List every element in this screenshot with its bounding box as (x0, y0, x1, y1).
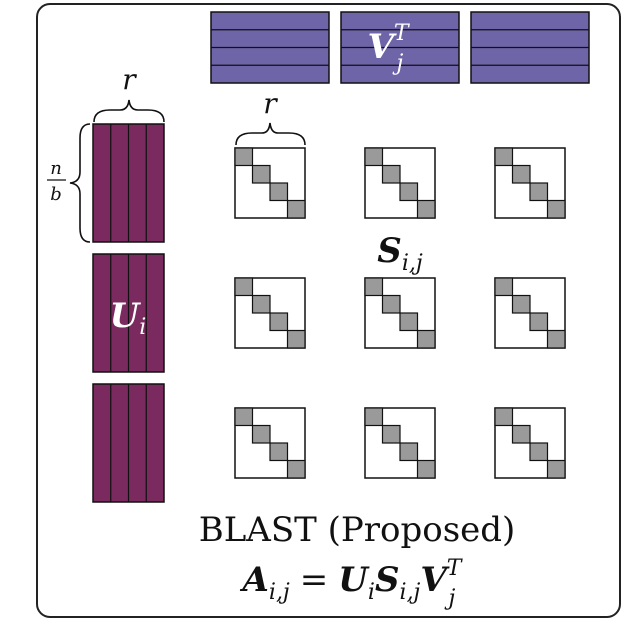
nb-brace (69, 123, 91, 243)
s-diagonal-cell (416, 459, 436, 479)
s-diagonal-cell (511, 164, 531, 184)
s-diagonal-cell (286, 329, 306, 349)
s-diagonal-cell (381, 294, 401, 314)
s-label: Si,j (377, 231, 423, 276)
s-diagonal-cell (286, 459, 306, 479)
s-diagonal-cell (234, 277, 254, 297)
s-diagonal-cell (546, 329, 566, 349)
s-diagonal-cell (364, 147, 384, 167)
diagram-title: BLAST (Proposed) (199, 510, 516, 550)
s-diagonal-cell (286, 199, 306, 219)
s-diagonal-cell (494, 407, 514, 427)
s-diagonal-cell (529, 182, 549, 202)
s-diagonal-cell (381, 424, 401, 444)
s-diagonal-cell (269, 442, 289, 462)
equation: Ai,j = UiSi,jVT j (240, 556, 464, 611)
r-label-block: r (263, 87, 278, 120)
s-diagonal-cell (529, 312, 549, 332)
v-label: VT j (367, 21, 410, 76)
s-diagonal-cell (416, 199, 436, 219)
s-diagonal-cell (364, 407, 384, 427)
s-diagonal-cell (251, 424, 271, 444)
frac-numerator: n (50, 158, 62, 179)
s-diagonal-cell (269, 312, 289, 332)
r-brace-block (235, 122, 306, 146)
u-label: Ui (110, 296, 147, 340)
s-diagonal-cell (399, 442, 419, 462)
s-diagonal-cell (546, 459, 566, 479)
r-brace-top (93, 99, 165, 123)
s-diagonal-cell (364, 277, 384, 297)
s-diagonal-cell (546, 199, 566, 219)
r-label-top: r (122, 63, 137, 96)
s-diagonal-cell (251, 164, 271, 184)
s-diagonal-cell (511, 424, 531, 444)
s-diagonal-cell (399, 182, 419, 202)
s-diagonal-cell (494, 277, 514, 297)
frac-denominator: b (50, 184, 62, 205)
u-factor-blocks (92, 123, 165, 503)
s-diagonal-cell (234, 147, 254, 167)
s-diagonal-cell (529, 442, 549, 462)
s-diagonal-cell (494, 147, 514, 167)
s-diagonal-cell (399, 312, 419, 332)
s-diagonal-cell (251, 294, 271, 314)
s-diagonal-cell (234, 407, 254, 427)
s-factor-grid (234, 147, 566, 479)
v-factor-blocks (210, 11, 590, 84)
s-diagonal-cell (416, 329, 436, 349)
s-diagonal-cell (511, 294, 531, 314)
s-diagonal-cell (269, 182, 289, 202)
s-diagonal-cell (381, 164, 401, 184)
